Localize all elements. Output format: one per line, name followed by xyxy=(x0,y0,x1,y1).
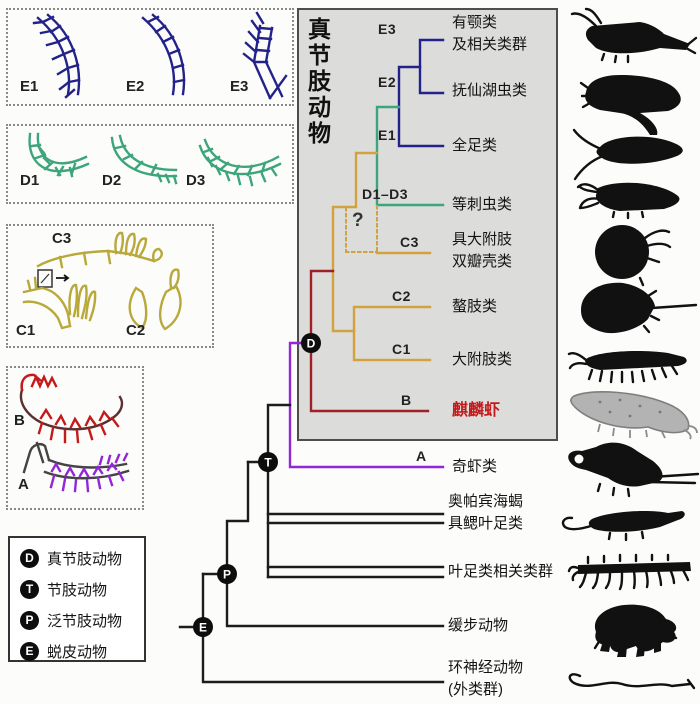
branch-key-d1d3: D1–D3 xyxy=(362,186,409,202)
appendage-e2 xyxy=(141,13,186,96)
panel-label-d1: D1 xyxy=(20,172,40,189)
mandibulate-silhouette xyxy=(570,7,698,64)
panel-ba-appendages: B A xyxy=(6,366,144,510)
leaf-label-isoxyids: 等刺虫类 xyxy=(452,196,513,213)
panel-label-b: B xyxy=(14,412,25,429)
node-t-letter: T xyxy=(264,456,272,470)
leaf-label-megacheirans: 大附肢类 xyxy=(452,351,513,368)
node-p xyxy=(217,564,237,584)
branch-key-c1: C1 xyxy=(392,341,411,357)
radiodont-silhouette xyxy=(568,442,700,498)
legend-node-t: T xyxy=(20,579,39,599)
appendage-c1 xyxy=(22,276,97,330)
panel-label-a: A xyxy=(18,476,29,493)
leaf-label-tardigrades: 缓步动物 xyxy=(448,617,509,634)
panel-e-drawings xyxy=(32,11,288,100)
legend-row-e: E 蜕皮动物 xyxy=(20,641,107,661)
panel-label-c3: C3 xyxy=(52,230,72,247)
appendage-d2 xyxy=(110,134,178,185)
uncertainty-question-mark: ? xyxy=(352,210,364,231)
branch-group-backbone xyxy=(178,403,445,684)
opabiniid-silhouette xyxy=(561,511,685,542)
panel-label-e3: E3 xyxy=(230,78,249,95)
pantopod-silhouette xyxy=(572,128,683,181)
panel-label-d2: D2 xyxy=(102,172,122,189)
legend-row-p: P 泛节肢动物 xyxy=(20,610,122,630)
appendage-e3 xyxy=(242,11,288,100)
panel-label-d3: D3 xyxy=(186,172,206,189)
legend-row-d: D 真节肢动物 xyxy=(20,548,122,568)
tardigrade-silhouette xyxy=(593,604,678,657)
isoxyid-silhouette xyxy=(576,182,680,220)
leaf-label-bivalved: 具大附肢 双瓣壳类 xyxy=(452,231,513,270)
panel-c-drawings xyxy=(22,231,182,331)
legend-label-t: 节肢动物 xyxy=(47,581,108,599)
legend-label-d: 真节肢动物 xyxy=(47,550,123,568)
leaf-label-anomalocaridids: 奇虾类 xyxy=(452,458,498,475)
bivalved-megacheiran-silhouette xyxy=(595,225,672,287)
legend-node-d: D xyxy=(20,548,39,568)
leaf-label-mandibulates: 有颚类 及相关类群 xyxy=(452,14,528,53)
inset-box-arrow xyxy=(37,269,70,288)
leaf-label-kylinxia: 麒麟虾 xyxy=(452,402,501,419)
branch-key-c2: C2 xyxy=(392,288,411,304)
euarthropoda-box xyxy=(297,8,558,441)
appendage-d1 xyxy=(28,132,90,178)
panel-label-c1: C1 xyxy=(16,322,36,339)
panel-label-e2: E2 xyxy=(126,78,145,95)
leaf-label-chelicerates: 螯肢类 xyxy=(452,298,498,315)
node-t xyxy=(258,452,278,472)
appendage-b-kylinxia xyxy=(19,373,124,444)
legend-row-t: T 节肢动物 xyxy=(20,579,107,599)
leaf-label-opabiniids: 奥帕宾海蝎 具鳃叶足类 xyxy=(448,493,524,532)
legend-box: D 真节肢动物 T 节肢动物 P 泛节肢动物 E 蜕皮动物 xyxy=(8,536,146,662)
node-e xyxy=(193,617,213,637)
panel-c-appendages: C3 C1 C2 xyxy=(6,224,214,348)
branch-key-e3: E3 xyxy=(378,21,397,37)
panel-d-drawings xyxy=(28,132,282,187)
appendage-e1 xyxy=(32,13,81,99)
branch-key-e2: E2 xyxy=(378,74,397,90)
panel-label-e1: E1 xyxy=(20,78,39,95)
legend-label-p: 泛节肢动物 xyxy=(47,612,123,630)
legend-node-p: P xyxy=(20,610,39,630)
node-p-letter: P xyxy=(223,568,231,582)
leaf-label-pantopods: 全足类 xyxy=(452,137,498,154)
kylinxia-sketch xyxy=(570,391,698,440)
fuxianhuiid-silhouette xyxy=(579,75,681,135)
branch-key-a: A xyxy=(416,448,427,464)
branch-key-e1: E1 xyxy=(378,127,397,143)
panel-d-appendages: D1 D2 D3 xyxy=(6,124,294,204)
box-title: 真 节 肢 动 物 xyxy=(308,16,331,146)
cycloneuralian-silhouette xyxy=(568,673,696,690)
branch-key-b: B xyxy=(401,392,412,408)
leaf-label-cycloneuralians: 环神经动物 (外类群) xyxy=(448,659,524,698)
megacheiran-silhouette xyxy=(567,351,687,384)
legend-node-e: E xyxy=(20,641,39,661)
lobopodian-silhouette xyxy=(567,553,691,591)
leaf-label-fuxianhuiids: 抚仙湖虫类 xyxy=(452,82,528,99)
panel-e-appendages: E1 E2 E3 xyxy=(6,8,294,106)
leaf-label-lobopodians: 叶足类相关类群 xyxy=(448,563,554,580)
panel-label-c2: C2 xyxy=(126,322,146,339)
appendage-c2 xyxy=(128,268,182,331)
node-e-letter: E xyxy=(199,621,207,635)
branch-key-c3: C3 xyxy=(400,234,419,250)
appendage-d3 xyxy=(198,138,282,187)
legend-label-e: 蜕皮动物 xyxy=(47,643,108,661)
chelicerate-silhouette xyxy=(581,282,698,334)
appendage-a-anomalocaris xyxy=(22,441,130,493)
